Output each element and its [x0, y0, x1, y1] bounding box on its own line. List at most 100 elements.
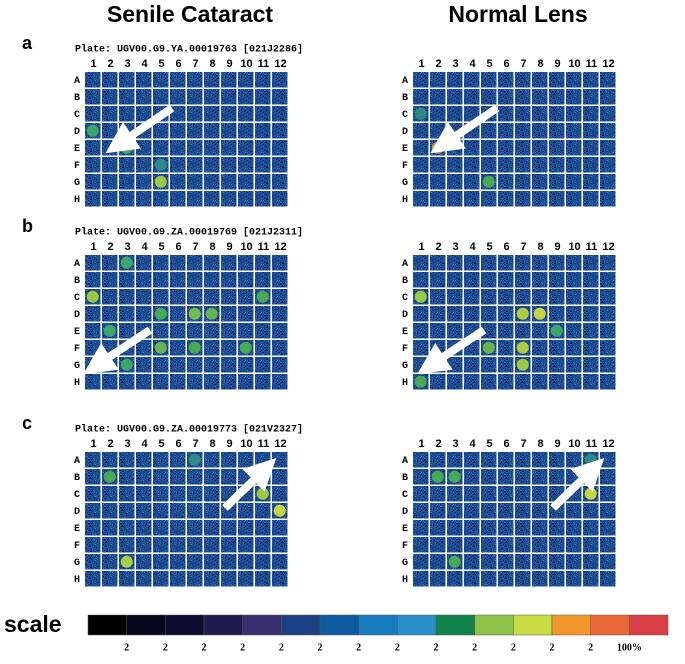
well — [583, 89, 599, 105]
well — [566, 157, 582, 173]
well — [187, 255, 203, 271]
well — [600, 323, 616, 339]
column-label: 3 — [452, 438, 458, 450]
row-label: A — [402, 456, 408, 467]
well — [255, 306, 271, 322]
well — [481, 289, 497, 305]
well — [498, 452, 514, 468]
well — [464, 520, 480, 536]
well — [413, 306, 429, 322]
well — [187, 357, 203, 373]
well — [204, 452, 220, 468]
well — [600, 289, 616, 305]
well — [170, 486, 186, 502]
row-label: G — [74, 361, 80, 372]
well — [566, 503, 582, 519]
panel-label: b — [22, 216, 33, 236]
spot — [256, 290, 269, 303]
well — [481, 537, 497, 553]
well — [170, 340, 186, 356]
well — [136, 272, 152, 288]
well — [153, 374, 169, 390]
well — [119, 157, 135, 173]
well — [413, 486, 429, 502]
spot — [482, 341, 495, 354]
well — [566, 340, 582, 356]
column-label: 8 — [209, 58, 215, 70]
well — [430, 174, 446, 190]
row-label: G — [74, 558, 80, 569]
well — [549, 272, 565, 288]
well — [430, 289, 446, 305]
well — [255, 72, 271, 88]
well — [566, 306, 582, 322]
row-label: B — [402, 93, 408, 104]
scale-swatch — [513, 614, 553, 636]
well — [600, 123, 616, 139]
well — [430, 571, 446, 587]
well — [498, 469, 514, 485]
well — [85, 272, 101, 288]
well — [238, 272, 254, 288]
spot — [120, 555, 133, 568]
row-label: C — [402, 110, 408, 121]
column-label: 8 — [209, 241, 215, 253]
well — [464, 157, 480, 173]
well — [136, 374, 152, 390]
well — [221, 72, 237, 88]
well — [272, 272, 288, 288]
well — [583, 289, 599, 305]
scale-label: 2 — [124, 642, 129, 653]
well — [532, 503, 548, 519]
well — [532, 452, 548, 468]
column-label: 1 — [418, 438, 424, 450]
column-label: 9 — [554, 438, 560, 450]
well — [102, 106, 118, 122]
column-label: 2 — [107, 438, 113, 450]
well — [136, 72, 152, 88]
well — [85, 486, 101, 502]
row-label: B — [74, 276, 80, 287]
well — [85, 255, 101, 271]
well — [481, 89, 497, 105]
well — [566, 323, 582, 339]
well — [430, 255, 446, 271]
spot — [120, 256, 133, 269]
well — [566, 289, 582, 305]
well — [413, 520, 429, 536]
well — [85, 174, 101, 190]
well — [498, 537, 514, 553]
spot — [154, 158, 167, 171]
spot — [273, 504, 286, 517]
well — [464, 191, 480, 207]
column-label: 11 — [586, 58, 598, 70]
well — [532, 554, 548, 570]
well — [85, 323, 101, 339]
well — [204, 72, 220, 88]
well — [549, 255, 565, 271]
well — [204, 89, 220, 105]
well — [481, 469, 497, 485]
column-label: 6 — [175, 438, 181, 450]
well — [430, 520, 446, 536]
well — [153, 140, 169, 156]
well — [272, 89, 288, 105]
well — [600, 357, 616, 373]
column-label: 6 — [175, 241, 181, 253]
well — [532, 157, 548, 173]
column-label: 4 — [141, 58, 148, 70]
well — [272, 520, 288, 536]
well — [255, 191, 271, 207]
well — [204, 123, 220, 139]
well — [498, 520, 514, 536]
well — [102, 503, 118, 519]
well — [532, 340, 548, 356]
well — [85, 537, 101, 553]
well — [272, 140, 288, 156]
well — [430, 72, 446, 88]
well — [430, 452, 446, 468]
well — [238, 174, 254, 190]
row-label: F — [402, 161, 408, 172]
well — [170, 323, 186, 339]
well — [85, 571, 101, 587]
